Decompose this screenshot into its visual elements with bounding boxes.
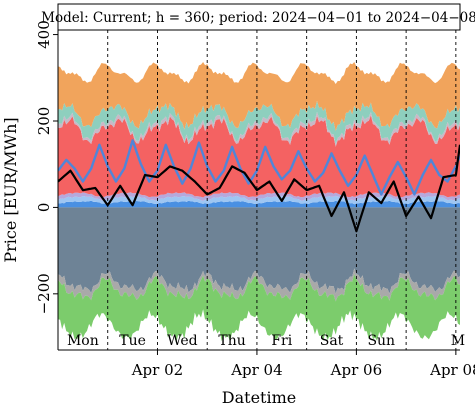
negative-area-2 [58, 274, 460, 344]
day-label-1: Tue [119, 333, 146, 349]
negative-area-0 [58, 207, 460, 294]
positive-area-5 [58, 100, 460, 144]
positive-area-0 [58, 200, 460, 208]
positive-area-2 [58, 192, 460, 201]
y-tick-label-3: 400 [35, 20, 53, 49]
positive-area-4 [58, 111, 460, 147]
positive-area-1 [58, 195, 460, 205]
day-label-4: Fri [271, 333, 292, 349]
y-axis-ticks: −200 0 200 400 [35, 20, 58, 314]
negative-area-1 [58, 268, 460, 302]
plot-overlay: Mon Tue Wed Thu Fri Sat Sun M [57, 30, 465, 350]
x-tick-label-1: Apr 04 [230, 361, 282, 379]
x-axis-title: Datetime [222, 388, 296, 407]
actual-price-line [58, 144, 460, 233]
day-label-2: Wed [167, 333, 198, 349]
forecast-price-line [58, 139, 460, 196]
day-label-6: Sun [367, 333, 395, 349]
x-tick-label-2: Apr 06 [330, 361, 382, 379]
y-tick-label-1: 0 [35, 203, 53, 213]
stacked-areas [58, 62, 460, 344]
x-tick-label-3: Apr 08 [429, 361, 475, 379]
x-axis-ticks: Apr 02 Apr 04 Apr 06 Apr 08 [131, 350, 475, 379]
price-lines [58, 139, 460, 233]
positive-area-6 [58, 62, 460, 132]
chart-title: Model: Current; h = 360; period: 2024−04… [41, 10, 475, 26]
day-label-5: Sat [320, 333, 344, 349]
chart-title-box: Model: Current; h = 360; period: 2024−04… [41, 3, 475, 31]
x-tick-label-0: Apr 02 [131, 361, 183, 379]
y-tick-label-0: −200 [35, 273, 53, 314]
y-axis-title: Price [EUR/MWh] [1, 117, 20, 262]
day-label-7: M [451, 333, 465, 349]
day-label-0: Mon [67, 333, 99, 349]
y-tick-label-2: 200 [35, 107, 53, 136]
day-label-3: Thu [218, 333, 245, 349]
